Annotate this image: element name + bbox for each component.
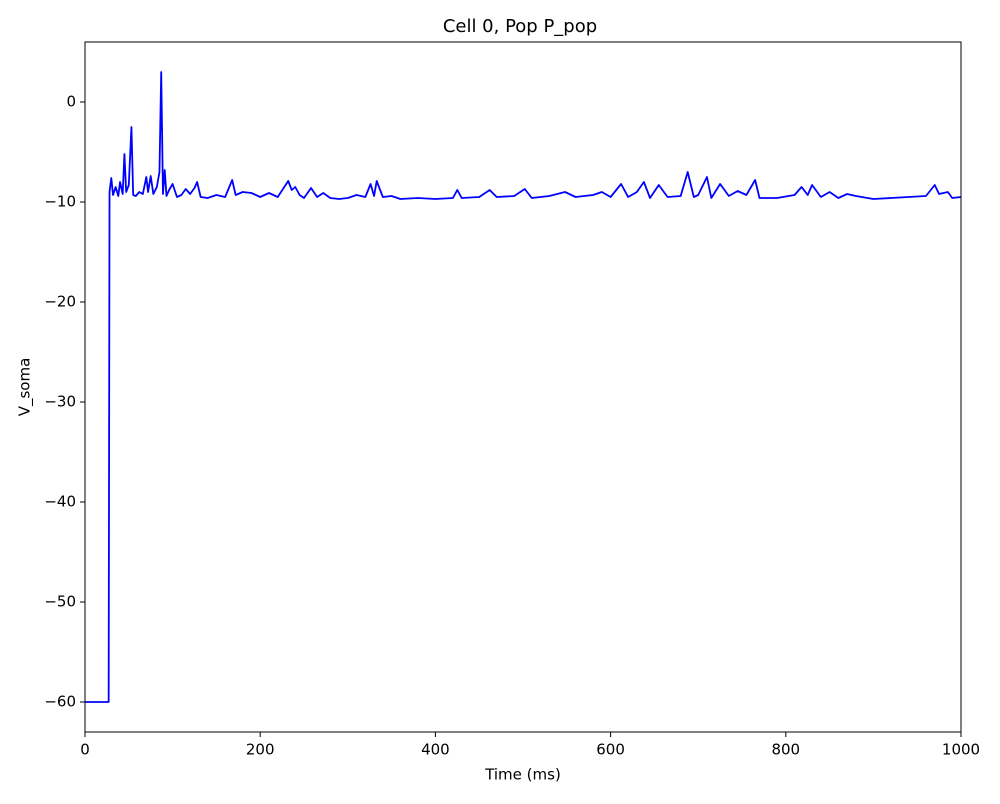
x-axis-label: Time (ms) (484, 766, 561, 784)
plot-frame (84, 41, 962, 733)
y-tick-label: −50 (44, 593, 76, 611)
x-tick-label: 1000 (942, 741, 980, 759)
x-tick-label: 0 (80, 741, 90, 759)
y-tick-label: −20 (44, 293, 76, 311)
y-axis-label: V_soma (16, 358, 35, 417)
x-tick-label: 200 (246, 741, 275, 759)
y-tick-label: 0 (66, 93, 76, 111)
x-tick-label: 400 (421, 741, 450, 759)
y-tick-label: −10 (44, 193, 76, 211)
y-tick-label: −30 (44, 393, 76, 411)
x-tick-label: 600 (596, 741, 625, 759)
y-tick-label: −60 (44, 693, 76, 711)
chart-title: Cell 0, Pop P_pop (443, 16, 597, 37)
data-line (85, 71, 962, 703)
x-tick-label: 800 (771, 741, 800, 759)
y-tick-label: −40 (44, 493, 76, 511)
